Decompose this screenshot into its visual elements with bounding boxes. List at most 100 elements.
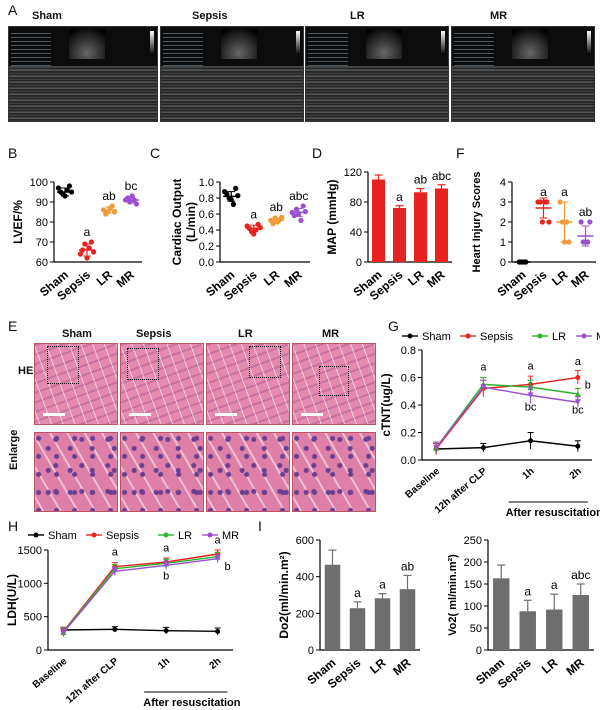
panel-label-e: E xyxy=(8,318,18,334)
series-line xyxy=(435,386,578,449)
x-tick-label: MR xyxy=(114,267,138,290)
data-point xyxy=(574,399,581,406)
y-tick-label: 0 xyxy=(308,645,314,657)
echo-image-sepsis xyxy=(160,26,304,122)
data-point xyxy=(257,225,263,231)
data-point xyxy=(233,185,239,191)
significance-label: ab xyxy=(579,205,593,219)
x-tick-label: 12h after CLP xyxy=(64,656,121,706)
y-tick-label: 600 xyxy=(296,535,314,547)
y-tick-label: 0.6 xyxy=(401,373,416,385)
panel-label-b: B xyxy=(8,145,18,161)
significance-label: bc xyxy=(525,402,537,414)
data-point xyxy=(163,562,170,569)
y-axis-label: LDH(U/L) xyxy=(5,574,19,626)
x-tick-label: 2h xyxy=(207,656,223,672)
legend-label: LR xyxy=(178,530,192,542)
echo-title-sepsis: Sepsis xyxy=(192,10,228,22)
y-tick-label: 90 xyxy=(36,197,48,209)
data-point xyxy=(60,629,67,636)
y-tick-label: 80 xyxy=(350,197,362,209)
significance-label: a xyxy=(163,542,170,554)
data-point xyxy=(84,255,90,261)
legend-label: LR xyxy=(552,331,566,343)
x-tick-label: LR xyxy=(539,655,561,676)
significance-label: a xyxy=(354,586,361,600)
significance-label: a xyxy=(528,360,535,372)
y-axis-label: Cardiac Output(L/min) xyxy=(170,179,198,266)
y-tick-label: 0 xyxy=(500,257,506,269)
enlarge-image-lr xyxy=(206,432,290,512)
y-tick-label: 0.0 xyxy=(199,257,214,269)
legend-label: MR xyxy=(222,530,239,542)
legend-marker xyxy=(207,532,213,538)
y-tick-label: 200 xyxy=(464,557,482,569)
y-tick-label: 0.8 xyxy=(401,345,416,357)
x-tick-label: 2h xyxy=(568,466,584,482)
x-tick-label: Baseline xyxy=(404,466,443,501)
echo-image-lr xyxy=(305,26,449,122)
series-line xyxy=(436,440,578,450)
bar xyxy=(371,179,386,262)
bar xyxy=(374,598,391,650)
legend-marker xyxy=(163,532,169,538)
series-line xyxy=(62,553,218,632)
y-tick-label: 3 xyxy=(500,197,506,209)
series-line xyxy=(435,383,578,449)
echo-image-sham xyxy=(8,26,158,122)
significance-label: a xyxy=(524,584,531,598)
y-tick-label: 70 xyxy=(36,237,48,249)
x-tick-label: MR xyxy=(390,655,414,678)
significance-label: abc xyxy=(289,189,308,203)
legend-label: Sham xyxy=(422,331,451,343)
he-image-sham xyxy=(34,343,118,425)
y-tick-label: 120 xyxy=(344,167,362,179)
x-tick-label: LR xyxy=(405,267,427,288)
significance-label: a xyxy=(112,546,119,558)
significance-label: ab xyxy=(414,173,428,187)
y-tick-label: 400 xyxy=(296,572,314,584)
y-tick-label: 0.4 xyxy=(401,400,416,412)
series-line xyxy=(62,555,218,633)
bar xyxy=(392,208,407,262)
data-point xyxy=(587,219,593,225)
significance-label: b xyxy=(585,380,591,392)
data-point xyxy=(578,219,584,225)
data-point xyxy=(215,628,221,634)
y-axis-label: Heart Injury Scores xyxy=(471,172,483,273)
x-group-label: After resuscitation xyxy=(143,697,240,708)
enlarge-image-sham xyxy=(34,432,118,512)
x-tick-label: 1h xyxy=(156,656,172,672)
y-tick-label: 80 xyxy=(36,217,48,229)
x-tick-label: 12h after CLP xyxy=(433,466,490,516)
bar xyxy=(413,192,428,262)
data-point xyxy=(251,231,257,237)
data-point xyxy=(480,445,486,451)
x-tick-label: LR xyxy=(94,267,116,288)
data-point xyxy=(77,251,83,257)
y-tick-label: 0.2 xyxy=(199,241,214,253)
bar xyxy=(434,188,449,262)
series-line xyxy=(63,628,218,633)
significance-label: ab xyxy=(102,189,116,203)
bar xyxy=(572,595,589,650)
significance-label: b xyxy=(163,570,169,582)
y-tick-label: 0.6 xyxy=(199,209,214,221)
data-point xyxy=(163,628,169,634)
bar xyxy=(546,609,563,650)
legend-marker xyxy=(465,333,471,339)
data-point xyxy=(574,391,581,397)
y-axis-label: cTNT(ug/L) xyxy=(380,373,393,436)
bar xyxy=(324,564,341,650)
significance-label: a xyxy=(561,185,568,199)
significance-label: a xyxy=(480,362,487,374)
data-point xyxy=(433,444,440,451)
data-point xyxy=(88,239,94,245)
x-tick-label: MR xyxy=(563,655,587,678)
x-tick-label: LR xyxy=(367,655,389,676)
panel-label-i: I xyxy=(258,518,262,534)
significance-label: a xyxy=(540,185,547,199)
